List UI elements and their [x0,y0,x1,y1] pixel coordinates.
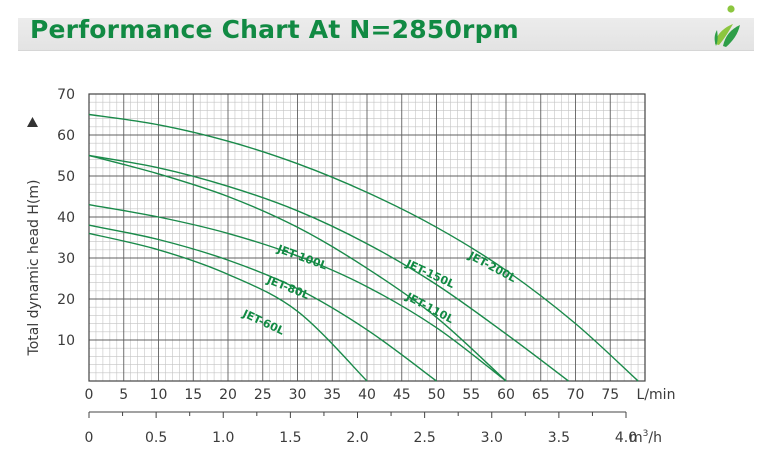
major-gridlines [88,93,646,382]
x-tick-label: 0 [85,387,94,403]
x-tick-label: 15 [184,387,202,403]
x-tick-label: 60 [497,387,515,403]
x-tick-label: 65 [532,387,550,403]
x-tick-label: 10 [150,387,168,403]
x2-tick-label: 3.0 [481,430,503,446]
x-tick-label: 25 [254,387,272,403]
x2-tick-label: 2.5 [413,430,435,446]
page-title: Performance Chart At N=2850rpm [30,15,519,44]
x2-tick-label: 0.5 [145,430,167,446]
pump-curves [88,113,639,382]
y-tick-label: 50 [57,169,75,185]
x2-axis-unit-label: m3/h [629,429,662,446]
x-tick-label: 45 [393,387,411,403]
x2-tick-label: 1.5 [279,430,301,446]
y-tick-label: 10 [57,333,75,349]
curve-jet-150l [88,154,569,382]
x-tick-label: 5 [119,387,128,403]
y-tick-label: 60 [57,128,75,144]
x2-tick-label: 2.0 [346,430,368,446]
x-tick-label: 40 [358,387,376,403]
curve-jet-80l [88,224,437,382]
x-tick-label: 30 [289,387,307,403]
axis-ticks: 10 20 30 40 50 60 70 0 5 10 15 20 25 30 35 40 45 50 55 60 65… [57,87,637,446]
curve-jet-100l [88,204,507,382]
curve-label-jet-100l: JET-100L [275,242,329,272]
curve-jet-110l [88,154,507,382]
y-tick-label: 30 [57,251,75,267]
y-axis-label: Total dynamic head H(m) [26,180,42,357]
y-axis-arrow-icon [27,117,38,127]
x-tick-label: 70 [567,387,585,403]
x-tick-label: 35 [323,387,341,403]
x-axis-unit-label: L/min [637,387,676,403]
x2-tick-label: 4.0 [615,430,637,446]
curve-jet-60l [88,232,368,382]
x-tick-label: 50 [428,387,446,403]
curve-label-jet-80l: JET-80L [264,273,311,302]
y-tick-label: 70 [57,87,75,103]
x2-tick-label: 0 [85,430,94,446]
x-tick-label: 75 [601,387,619,403]
x-tick-label: 20 [219,387,237,403]
y-tick-label: 20 [57,292,75,308]
curve-jet-200l [88,113,639,382]
header-band [18,18,754,51]
x2-tick-label: 1.0 [212,430,234,446]
leaf-logo-icon [714,5,740,47]
y-tick-label: 40 [57,210,75,226]
x-tick-label: 55 [462,387,480,403]
x2-tick-label: 3.5 [548,430,570,446]
